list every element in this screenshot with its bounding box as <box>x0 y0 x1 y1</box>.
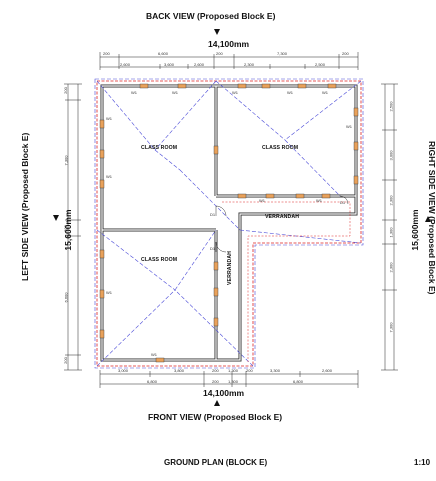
class-room-1-label: CLASS ROOM <box>141 145 178 151</box>
class-room-3-label: CLASS ROOM <box>141 257 178 263</box>
dim-left-b: 7,300 <box>63 155 69 166</box>
window-tag: W1 <box>259 198 265 203</box>
dim-bot-1e: 200 <box>246 368 253 373</box>
dim-top-2a: 2,600 <box>120 62 131 67</box>
window-tag: W1 <box>106 290 112 295</box>
plan-scale: 1:10 <box>414 458 431 467</box>
window-tag: W1 <box>316 198 322 203</box>
window-tag: W1 <box>106 116 112 121</box>
dim-bot-1f: 3,300 <box>270 368 281 373</box>
dim-bot-1b: 3,800 <box>174 368 185 373</box>
dim-bot-2d: 6,800 <box>293 379 304 384</box>
site-boundary <box>96 80 362 367</box>
dim-bot-2a: 6,800 <box>147 379 158 384</box>
door-tag: D1 <box>210 212 216 217</box>
dim-right-b: 3,000 <box>388 150 394 161</box>
dim-right-a: 2,500 <box>388 101 394 112</box>
dim-top-1c: 200 <box>216 51 223 56</box>
bottom-dimension-lines <box>99 370 359 388</box>
back-view-label: BACK VIEW (Proposed Block E) <box>146 11 276 21</box>
dim-right-f: 7,300 <box>388 322 394 333</box>
window-tag: W1 <box>151 352 157 357</box>
dim-top-1a: 200 <box>103 51 110 56</box>
door-tag: D1 <box>340 200 346 205</box>
dim-bot-1a: 3,000 <box>118 368 129 373</box>
dim-right-e: 2,300 <box>388 262 394 273</box>
walls <box>100 84 358 362</box>
view-arrows <box>53 29 431 406</box>
verrandah-vertical-label: VERRANDAH <box>227 250 234 286</box>
window-tag: W1 <box>322 90 328 95</box>
window-marks <box>99 83 359 363</box>
dim-top-2e: 2,500 <box>315 62 326 67</box>
window-tag: W1 <box>346 124 352 129</box>
dim-top-1b: 6,600 <box>158 51 169 56</box>
window-tag: W1 <box>232 90 238 95</box>
dim-top-1d: 7,300 <box>277 51 288 56</box>
dim-top-1e: 200 <box>342 51 349 56</box>
dim-left-e: 200 <box>62 357 68 364</box>
window-tag: W1 <box>131 90 137 95</box>
dim-bot-1g: 2,600 <box>322 368 333 373</box>
door-swings <box>215 195 349 253</box>
dim-bot-2b: 200 <box>212 379 219 384</box>
top-dimension-lines <box>99 52 359 70</box>
dim-bot-1c: 200 <box>212 368 219 373</box>
plan-title: GROUND PLAN (BLOCK E) <box>164 458 268 467</box>
dim-right-c: 2,300 <box>388 195 394 206</box>
overall-width-top: 14,100mm <box>208 39 250 49</box>
left-dimension-lines <box>64 83 82 371</box>
dim-bot-1d: 1,300 <box>228 368 239 373</box>
window-tag: W1 <box>287 90 293 95</box>
left-view-label: LEFT SIDE VIEW (Proposed Block E) <box>20 132 30 281</box>
dim-top-2d: 2,300 <box>244 62 255 67</box>
class-room-2-label: CLASS ROOM <box>262 145 299 151</box>
dim-left-d: 6,600 <box>63 292 69 303</box>
window-tag: W1 <box>172 90 178 95</box>
overall-depth-right: 15,600mm <box>410 209 420 251</box>
dim-right-d: 1,300 <box>388 227 394 238</box>
right-dimension-lines <box>381 83 398 371</box>
dim-top-2b: 3,600 <box>164 62 175 67</box>
door-tag: D1 <box>210 246 216 251</box>
dim-top-2c: 2,600 <box>194 62 205 67</box>
dim-bot-2c: 1,300 <box>228 379 239 384</box>
front-view-label: FRONT VIEW (Proposed Block E) <box>148 412 283 422</box>
verrandah-horizontal-label: VERRANDAH <box>265 214 300 220</box>
dim-left-a: 200 <box>62 87 68 94</box>
window-tag: W1 <box>106 174 112 179</box>
overall-width-bottom: 14,100mm <box>203 388 245 398</box>
right-view-label: RIGHT SIDE VIEW (Proposed Block E) <box>427 141 436 295</box>
dim-left-c: 200 <box>62 225 68 232</box>
roof-lines <box>96 80 362 367</box>
